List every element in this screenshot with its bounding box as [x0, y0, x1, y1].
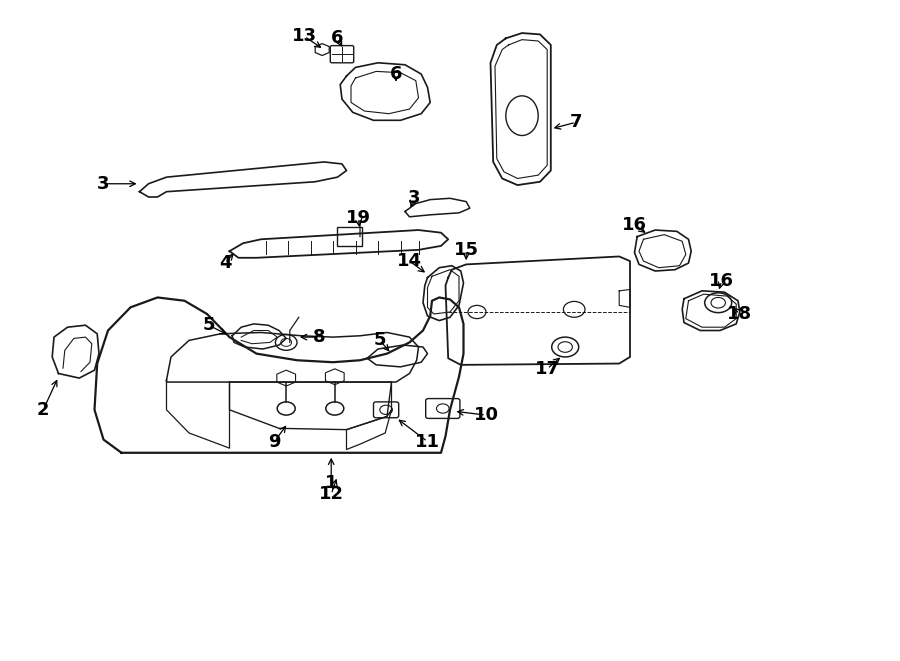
Text: 5: 5 [202, 316, 215, 334]
Text: 3: 3 [408, 189, 420, 208]
Text: 8: 8 [313, 328, 326, 346]
Text: 14: 14 [397, 252, 422, 270]
Text: 17: 17 [535, 360, 560, 378]
Text: 19: 19 [346, 209, 371, 227]
Text: 3: 3 [97, 175, 110, 193]
Text: 1: 1 [325, 473, 338, 492]
Text: 13: 13 [292, 27, 317, 46]
Text: 18: 18 [727, 305, 752, 323]
Text: 16: 16 [709, 272, 734, 290]
Text: 16: 16 [622, 215, 647, 234]
Text: 15: 15 [454, 241, 479, 259]
Bar [337, 227, 362, 246]
Text: 6: 6 [331, 29, 344, 48]
Text: 4: 4 [219, 254, 231, 272]
Text: 12: 12 [319, 485, 344, 504]
Text: 10: 10 [473, 406, 499, 424]
Text: 11: 11 [415, 432, 440, 451]
Text: 9: 9 [268, 432, 281, 451]
Text: 6: 6 [390, 65, 402, 83]
Text: 5: 5 [374, 331, 386, 350]
Text: 7: 7 [570, 113, 582, 132]
Text: 2: 2 [37, 401, 50, 419]
